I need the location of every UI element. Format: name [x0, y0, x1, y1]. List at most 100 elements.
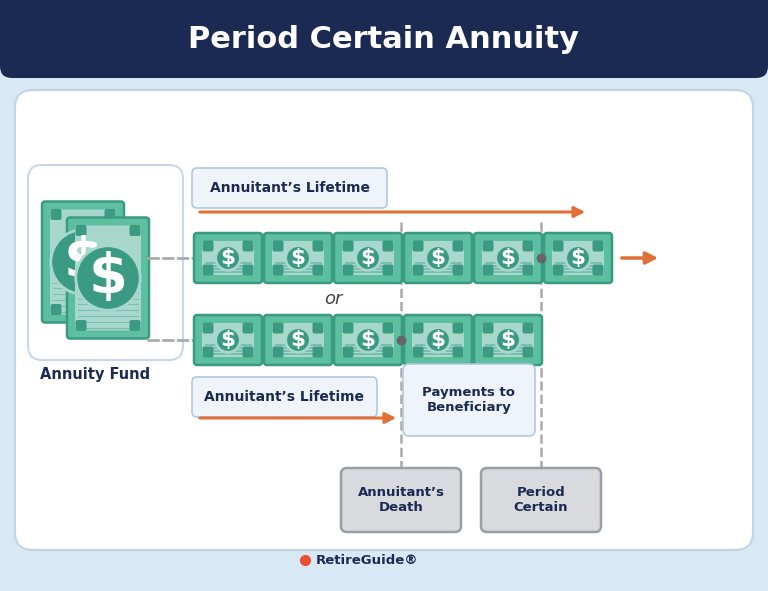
- FancyBboxPatch shape: [0, 0, 768, 78]
- FancyBboxPatch shape: [343, 323, 353, 333]
- FancyBboxPatch shape: [313, 265, 323, 275]
- FancyBboxPatch shape: [412, 241, 423, 252]
- Text: Annuitant’s
Death: Annuitant’s Death: [357, 486, 445, 514]
- FancyBboxPatch shape: [194, 233, 262, 283]
- FancyBboxPatch shape: [203, 346, 214, 358]
- Text: Period Certain Annuity: Period Certain Annuity: [188, 24, 580, 54]
- Text: $: $: [64, 235, 102, 289]
- FancyBboxPatch shape: [104, 209, 115, 220]
- Circle shape: [51, 230, 115, 294]
- FancyBboxPatch shape: [342, 241, 394, 275]
- FancyBboxPatch shape: [272, 241, 324, 275]
- FancyBboxPatch shape: [452, 241, 464, 252]
- Circle shape: [216, 246, 240, 270]
- FancyBboxPatch shape: [343, 265, 353, 275]
- FancyBboxPatch shape: [273, 265, 283, 275]
- Text: Payments to
Beneficiary: Payments to Beneficiary: [422, 386, 515, 414]
- Text: RetireGuide®: RetireGuide®: [316, 554, 419, 567]
- Circle shape: [425, 327, 450, 352]
- Text: $: $: [501, 248, 515, 268]
- FancyBboxPatch shape: [404, 315, 472, 365]
- FancyBboxPatch shape: [552, 241, 564, 252]
- FancyBboxPatch shape: [334, 315, 402, 365]
- FancyBboxPatch shape: [452, 265, 464, 275]
- FancyBboxPatch shape: [522, 241, 534, 252]
- FancyBboxPatch shape: [28, 165, 183, 360]
- FancyBboxPatch shape: [192, 168, 387, 208]
- FancyBboxPatch shape: [452, 323, 464, 333]
- Text: Annuitant’s Lifetime: Annuitant’s Lifetime: [204, 390, 365, 404]
- FancyBboxPatch shape: [313, 241, 323, 252]
- Text: $: $: [431, 330, 445, 350]
- FancyBboxPatch shape: [67, 217, 149, 339]
- Circle shape: [286, 246, 310, 270]
- FancyBboxPatch shape: [522, 323, 534, 333]
- FancyBboxPatch shape: [273, 346, 283, 358]
- FancyBboxPatch shape: [482, 241, 494, 252]
- FancyBboxPatch shape: [243, 241, 253, 252]
- FancyBboxPatch shape: [243, 323, 253, 333]
- FancyBboxPatch shape: [192, 377, 377, 417]
- FancyBboxPatch shape: [203, 241, 214, 252]
- FancyBboxPatch shape: [382, 323, 393, 333]
- Text: $: $: [571, 248, 585, 268]
- FancyBboxPatch shape: [482, 346, 494, 358]
- Text: $: $: [360, 330, 376, 350]
- FancyBboxPatch shape: [412, 346, 423, 358]
- FancyBboxPatch shape: [343, 241, 353, 252]
- FancyBboxPatch shape: [481, 468, 601, 532]
- FancyBboxPatch shape: [544, 233, 612, 283]
- Text: Annuitant’s Lifetime: Annuitant’s Lifetime: [210, 181, 369, 195]
- Circle shape: [495, 327, 521, 352]
- FancyBboxPatch shape: [482, 323, 494, 333]
- FancyBboxPatch shape: [202, 323, 254, 357]
- FancyBboxPatch shape: [343, 346, 353, 358]
- FancyBboxPatch shape: [334, 233, 402, 283]
- FancyBboxPatch shape: [382, 265, 393, 275]
- FancyBboxPatch shape: [452, 346, 464, 358]
- Circle shape: [286, 327, 310, 352]
- FancyBboxPatch shape: [474, 233, 542, 283]
- FancyBboxPatch shape: [272, 323, 324, 357]
- FancyBboxPatch shape: [50, 209, 116, 314]
- FancyBboxPatch shape: [592, 265, 604, 275]
- FancyBboxPatch shape: [552, 241, 604, 275]
- FancyBboxPatch shape: [552, 265, 564, 275]
- FancyBboxPatch shape: [341, 468, 461, 532]
- FancyBboxPatch shape: [243, 346, 253, 358]
- Circle shape: [356, 327, 380, 352]
- FancyBboxPatch shape: [403, 364, 535, 436]
- FancyBboxPatch shape: [75, 320, 87, 331]
- FancyBboxPatch shape: [412, 265, 423, 275]
- Text: Annuity Fund: Annuity Fund: [40, 367, 150, 382]
- FancyBboxPatch shape: [194, 315, 262, 365]
- FancyBboxPatch shape: [130, 320, 141, 331]
- FancyBboxPatch shape: [482, 241, 534, 275]
- FancyBboxPatch shape: [51, 304, 61, 315]
- FancyBboxPatch shape: [15, 90, 753, 550]
- FancyBboxPatch shape: [482, 265, 494, 275]
- FancyBboxPatch shape: [203, 265, 214, 275]
- FancyBboxPatch shape: [404, 233, 472, 283]
- Text: $: $: [501, 330, 515, 350]
- Text: $: $: [431, 248, 445, 268]
- Circle shape: [356, 246, 380, 270]
- Text: $: $: [290, 248, 306, 268]
- Text: Period
Certain: Period Certain: [514, 486, 568, 514]
- FancyBboxPatch shape: [202, 241, 254, 275]
- FancyBboxPatch shape: [203, 323, 214, 333]
- FancyBboxPatch shape: [522, 346, 534, 358]
- Text: $: $: [290, 330, 306, 350]
- FancyBboxPatch shape: [412, 323, 423, 333]
- FancyBboxPatch shape: [412, 241, 464, 275]
- Circle shape: [76, 246, 141, 310]
- FancyBboxPatch shape: [313, 346, 323, 358]
- Text: $: $: [360, 248, 376, 268]
- Text: $: $: [88, 251, 127, 305]
- Text: $: $: [220, 330, 236, 350]
- FancyBboxPatch shape: [51, 209, 61, 220]
- FancyBboxPatch shape: [342, 323, 394, 357]
- FancyBboxPatch shape: [382, 346, 393, 358]
- FancyBboxPatch shape: [42, 202, 124, 323]
- Text: or: or: [324, 290, 343, 308]
